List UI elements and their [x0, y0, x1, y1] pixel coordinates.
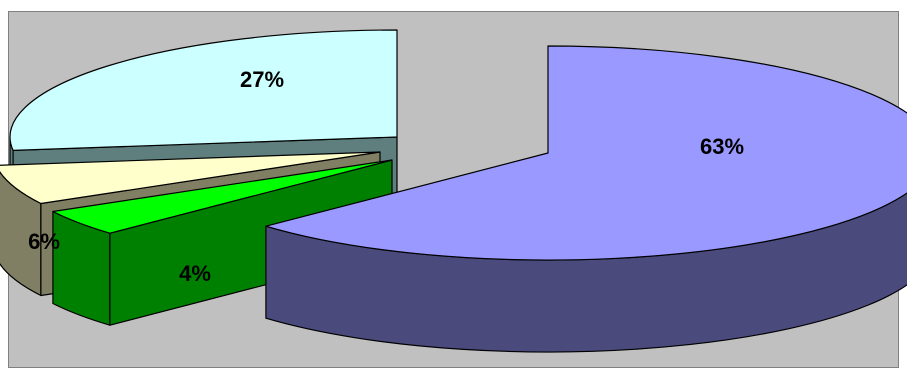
- slice-label-27: 27%: [240, 67, 284, 92]
- slice-6-top: [0, 151, 381, 205]
- slice-label-4: 4%: [179, 261, 211, 286]
- slice-label-6: 6%: [28, 229, 60, 254]
- slice-63-top: [265, 45, 907, 261]
- slice-27-top: [9, 29, 398, 151]
- slice-label-63: 63%: [700, 134, 744, 159]
- slice-4-top: [52, 159, 393, 234]
